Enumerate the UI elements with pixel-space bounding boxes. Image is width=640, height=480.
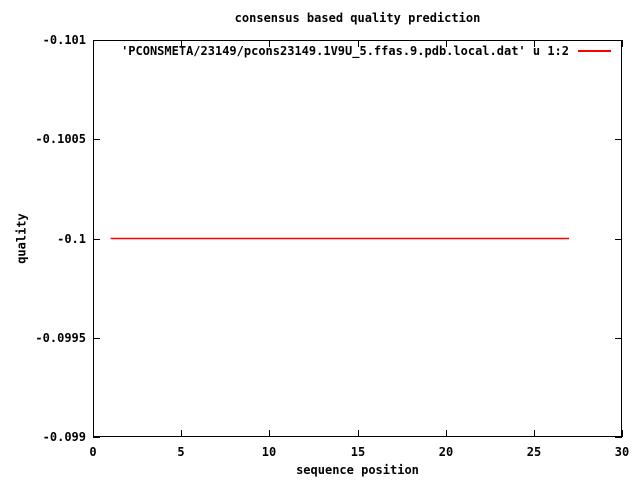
y-tick-mark-left xyxy=(93,139,100,140)
y-tick-mark-right xyxy=(615,338,622,339)
x-tick-mark-bottom xyxy=(269,430,270,437)
x-tick-mark-bottom xyxy=(93,430,94,437)
x-tick-mark-top xyxy=(534,40,535,47)
x-tick-mark-top xyxy=(622,40,623,47)
x-tick-label: 10 xyxy=(261,445,277,459)
x-axis-label: sequence position xyxy=(296,463,419,477)
x-tick-label: 0 xyxy=(89,445,97,459)
x-tick-mark-top xyxy=(93,40,94,47)
x-tick-mark-bottom xyxy=(358,430,359,437)
y-tick-label: -0.1 xyxy=(57,232,86,246)
y-tick-label: -0.101 xyxy=(42,33,86,47)
x-tick-mark-bottom xyxy=(534,430,535,437)
x-tick-label: 25 xyxy=(526,445,542,459)
legend-line-sample xyxy=(578,50,611,52)
x-tick-mark-top xyxy=(181,40,182,47)
x-tick-mark-top xyxy=(358,40,359,47)
y-tick-mark-right xyxy=(615,239,622,240)
y-tick-mark-right xyxy=(615,437,622,438)
x-tick-label: 5 xyxy=(177,445,185,459)
y-tick-mark-right xyxy=(615,139,622,140)
legend-label: 'PCONSMETA/23149/pcons23149.1V9U_5.ffas.… xyxy=(121,44,569,58)
y-tick-mark-right xyxy=(615,40,622,41)
x-tick-label: 30 xyxy=(614,445,630,459)
x-tick-mark-bottom xyxy=(181,430,182,437)
x-tick-mark-bottom xyxy=(446,430,447,437)
x-tick-mark-top xyxy=(269,40,270,47)
y-tick-mark-left xyxy=(93,239,100,240)
plot-area: 'PCONSMETA/23149/pcons23149.1V9U_5.ffas.… xyxy=(93,40,622,437)
x-tick-label: 20 xyxy=(438,445,454,459)
legend: 'PCONSMETA/23149/pcons23149.1V9U_5.ffas.… xyxy=(121,44,611,58)
y-tick-mark-left xyxy=(93,338,100,339)
y-tick-mark-left xyxy=(93,40,100,41)
y-tick-mark-left xyxy=(93,437,100,438)
x-tick-mark-bottom xyxy=(622,430,623,437)
y-tick-label: -0.099 xyxy=(42,430,86,444)
x-tick-mark-top xyxy=(446,40,447,47)
y-tick-label: -0.0995 xyxy=(35,331,86,345)
y-tick-label: -0.1005 xyxy=(35,132,86,146)
chart-title: consensus based quality prediction xyxy=(234,11,481,25)
x-tick-label: 15 xyxy=(350,445,366,459)
data-series-line xyxy=(110,237,570,240)
